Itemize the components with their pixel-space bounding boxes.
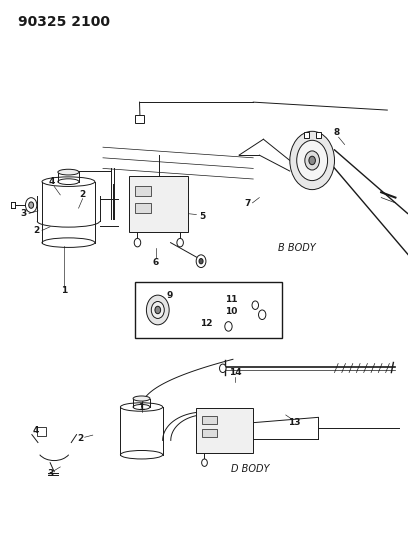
Bar [135, 203, 151, 213]
Text: 8: 8 [333, 128, 339, 138]
Bar [37, 426, 46, 436]
Circle shape [309, 156, 315, 165]
Text: 4: 4 [49, 177, 55, 186]
Text: 5: 5 [199, 212, 206, 221]
Circle shape [225, 321, 232, 331]
Circle shape [297, 140, 328, 181]
Text: B BODY: B BODY [278, 243, 315, 253]
Text: D BODY: D BODY [231, 464, 270, 474]
Bar [316, 132, 321, 138]
Circle shape [177, 238, 183, 247]
Text: 2: 2 [77, 434, 84, 443]
Text: 10: 10 [225, 307, 237, 316]
Circle shape [25, 198, 37, 213]
Text: 7: 7 [244, 199, 250, 208]
Ellipse shape [58, 169, 79, 175]
Circle shape [151, 302, 164, 318]
Circle shape [220, 364, 226, 373]
Circle shape [305, 151, 319, 170]
Ellipse shape [133, 396, 150, 401]
Text: 9: 9 [167, 291, 173, 300]
Bar [135, 282, 282, 338]
Text: 90325 2100: 90325 2100 [18, 14, 110, 29]
Bar [196, 408, 253, 453]
Text: 13: 13 [288, 418, 300, 427]
Text: 12: 12 [200, 319, 213, 328]
Bar [304, 132, 309, 138]
Text: 3: 3 [20, 209, 27, 218]
Circle shape [29, 202, 34, 208]
Circle shape [134, 238, 141, 247]
Circle shape [202, 459, 207, 466]
Bar [202, 416, 217, 424]
Bar [135, 187, 151, 196]
Text: 1: 1 [138, 402, 145, 411]
Text: 11: 11 [225, 295, 237, 304]
Circle shape [199, 259, 203, 264]
Text: 2: 2 [79, 190, 86, 199]
Circle shape [155, 306, 161, 314]
Bar [135, 115, 144, 123]
Text: 2: 2 [33, 226, 39, 235]
Text: 14: 14 [229, 368, 241, 377]
Text: 3: 3 [47, 469, 53, 478]
Circle shape [290, 131, 335, 190]
Circle shape [146, 295, 169, 325]
Circle shape [196, 255, 206, 268]
Circle shape [252, 301, 258, 310]
Text: 6: 6 [153, 258, 159, 266]
Text: 1: 1 [61, 286, 67, 295]
Text: 4: 4 [33, 426, 39, 435]
Bar [202, 430, 217, 438]
Bar [129, 176, 188, 232]
Circle shape [258, 310, 266, 319]
